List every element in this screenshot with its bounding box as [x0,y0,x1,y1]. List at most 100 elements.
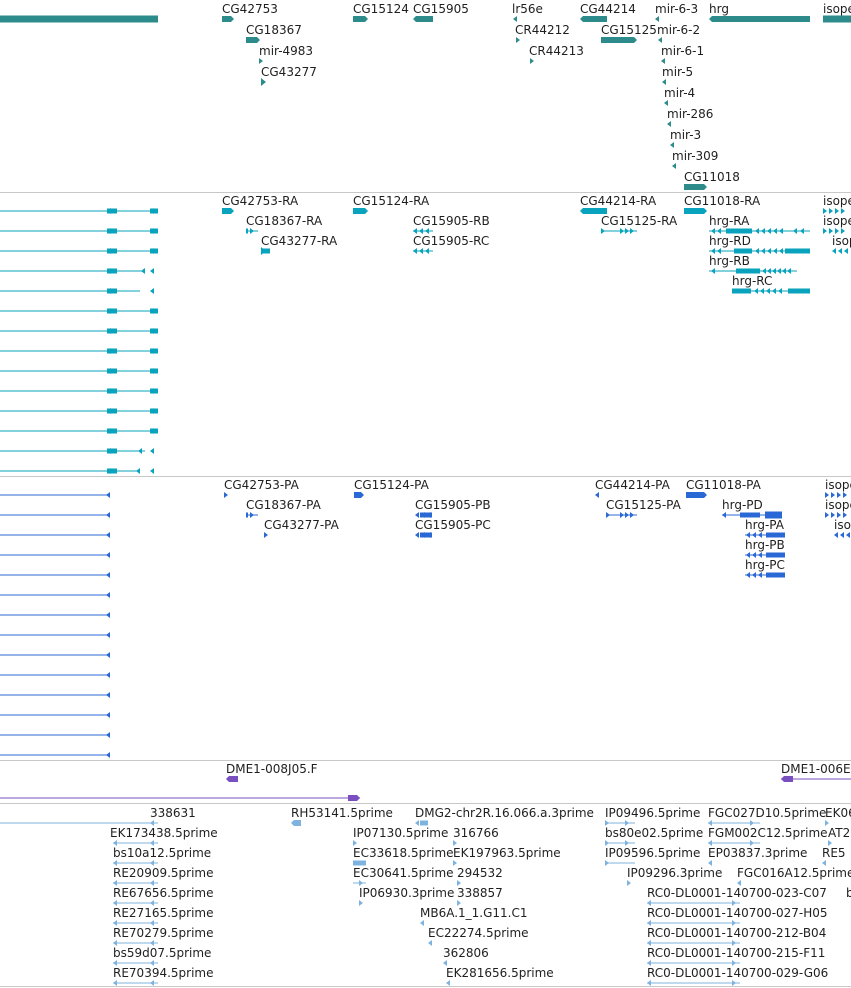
protein-label[interactable]: isope [825,498,851,512]
feature-strand-arrow [754,288,758,294]
protein-label[interactable]: CG11018-PA [686,478,762,492]
protein-label[interactable]: CG43277-PA [264,518,340,532]
transcript-label[interactable]: CG44214-RA [580,194,657,208]
gene-label[interactable]: CG44214 [580,2,636,16]
est-label[interactable]: EP03837.3prime [708,846,807,860]
transcript-label[interactable]: CG43277-RA [261,234,338,248]
gene-label[interactable]: mir-4 [664,86,695,100]
est-label[interactable]: EK197963.5prime [453,846,561,860]
protein-label[interactable]: CG18367-PA [246,498,322,512]
gene-label[interactable]: CG42753 [222,2,278,16]
gene-label[interactable]: hrg [709,2,729,16]
est-label[interactable]: RC0-DL0001-140700-023-C07 [647,886,827,900]
est-label[interactable]: RE70394.5prime [113,966,214,980]
est-label[interactable]: RE27165.5prime [113,906,214,920]
est-label[interactable]: FGM002C12.5prime [708,826,828,840]
est-label[interactable]: b [846,886,851,900]
gene-label[interactable]: mir-6-3 [655,2,698,16]
est-label[interactable]: 362806 [443,946,489,960]
est-label[interactable]: 294532 [457,866,503,880]
protein-label[interactable]: iso [834,518,851,532]
protein-label[interactable]: hrg-PA [745,518,785,532]
transcript-label[interactable]: isope [823,194,851,208]
est-label[interactable]: 316766 [453,826,499,840]
gene-label[interactable]: CG11018 [684,170,740,184]
protein-label[interactable]: CG15125-PA [606,498,682,512]
feature-strand-arrow [746,532,750,538]
transcript-label[interactable]: hrg-RD [709,234,751,248]
est-label[interactable]: bs59d07.5prime [113,946,211,960]
gene-label[interactable]: mir-6-1 [661,44,704,58]
transcript-label[interactable]: CG42753-RA [222,194,299,208]
protein-label[interactable]: CG15905-PB [415,498,491,512]
protein-label[interactable]: hrg-PB [745,538,785,552]
transcript-label[interactable]: hrg-RA [709,214,750,228]
gene-label[interactable]: mir-5 [662,65,693,79]
clone-label[interactable]: DME1-006E [781,762,851,776]
est-label[interactable]: RE70279.5prime [113,926,214,940]
gene-label[interactable]: lr56e [512,2,543,16]
clone-label[interactable]: DME1-008J05.F [226,762,318,776]
est-label[interactable]: RC0-DL0001-140700-215-F11 [647,946,825,960]
gene-label[interactable]: CG15125 [601,23,657,37]
gene-label[interactable]: mir-286 [667,107,713,121]
protein-label[interactable]: CG15124-PA [354,478,430,492]
est-label[interactable]: IP07130.5prime [353,826,448,840]
est-label[interactable]: RH53141.5prime [291,806,393,820]
gene-label[interactable]: mir-6-2 [657,23,700,37]
gene-label[interactable]: mir-3 [670,128,701,142]
transcript-label[interactable]: CG15905-RC [413,234,489,248]
transcript-label[interactable]: CG15125-RA [601,214,678,228]
est-label[interactable]: 338631 [150,806,196,820]
gene-label[interactable]: CR44212 [515,23,570,37]
gene-label[interactable]: CR44213 [529,44,584,58]
est-label[interactable]: MB6A.1_1.G11.C1 [420,906,528,920]
est-label[interactable]: EC30641.5prime [353,866,454,880]
est-label[interactable]: RE20909.5prime [113,866,214,880]
est-label[interactable]: RE5 [822,846,846,860]
gene-label[interactable]: mir-309 [672,149,718,163]
est-label[interactable]: DMG2-chr2R.16.066.a.3prime [415,806,594,820]
transcript-label[interactable]: CG15905-RB [413,214,490,228]
est-label[interactable]: IP09496.5prime [605,806,700,820]
est-label[interactable]: IP06930.3prime [359,886,454,900]
est-label[interactable]: RC0-DL0001-140700-029-G06 [647,966,828,980]
protein-label[interactable]: CG44214-PA [595,478,671,492]
est-label[interactable]: IP09596.5prime [605,846,700,860]
gene-label[interactable]: CG18367 [246,23,302,37]
est-label[interactable]: 338857 [457,886,503,900]
transcript-label[interactable]: hrg-RB [709,254,750,268]
transcript-label[interactable]: hrg-RC [732,274,772,288]
est-label[interactable]: RE67656.5prime [113,886,214,900]
protein-label[interactable]: CG42753-PA [224,478,300,492]
gene-label[interactable]: CG15905 [413,2,469,16]
gene-label[interactable]: CG43277 [261,65,317,79]
gene-label[interactable]: CG15124 [353,2,409,16]
est-label[interactable]: bs10a12.5prime [113,846,211,860]
transcript-label[interactable]: isope [823,214,851,228]
est-label[interactable]: EC33618.5prime [353,846,454,860]
protein-label[interactable]: CG15905-PC [415,518,491,532]
est-label[interactable]: bs80e02.5prime [605,826,703,840]
transcript-label[interactable]: CG15124-RA [353,194,430,208]
protein-label[interactable]: isope [825,478,851,492]
feature-strand-arrow [605,860,609,866]
gene-label[interactable]: isope [823,2,851,16]
transcript-label[interactable]: isop [832,234,851,248]
transcript-label[interactable]: CG18367-RA [246,214,323,228]
est-label[interactable]: EK06 [825,806,851,820]
est-label[interactable]: RC0-DL0001-140700-212-B04 [647,926,826,940]
est-label[interactable]: AT2 [828,826,850,840]
feature-strand-arrow [457,880,461,886]
est-label[interactable]: FGC027D10.5prime [708,806,826,820]
protein-label[interactable]: hrg-PD [722,498,763,512]
est-label[interactable]: FGC016A12.5prime [737,866,851,880]
protein-label[interactable]: hrg-PC [745,558,785,572]
est-label[interactable]: EC22274.5prime [428,926,529,940]
est-label[interactable]: RC0-DL0001-140700-027-H05 [647,906,828,920]
est-label[interactable]: IP09296.3prime [627,866,722,880]
transcript-label[interactable]: CG11018-RA [684,194,761,208]
gene-label[interactable]: mir-4983 [259,44,313,58]
est-label[interactable]: EK173438.5prime [110,826,218,840]
est-label[interactable]: EK281656.5prime [446,966,554,980]
